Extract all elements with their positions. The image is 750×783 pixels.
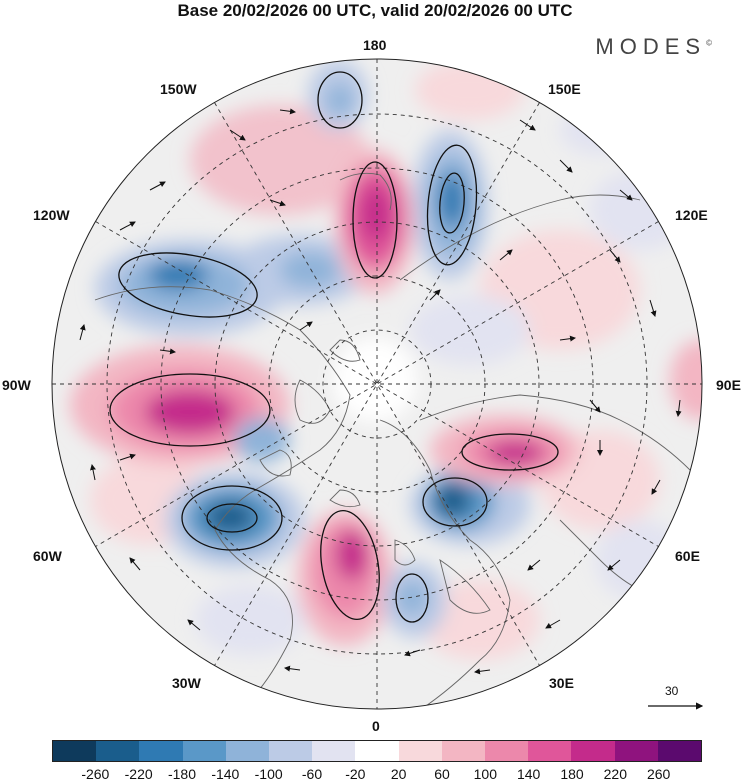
label-120w: 120W <box>33 207 70 223</box>
label-150e: 150E <box>548 81 581 97</box>
label-180: 180 <box>363 37 387 53</box>
colorbar-tick-label: -220 <box>124 766 153 782</box>
streamlines <box>109 71 559 623</box>
colorbar-tick-label: 140 <box>516 766 541 782</box>
colorbar-tick-label: 60 <box>434 766 450 782</box>
label-0: 0 <box>372 718 380 734</box>
colorbar-tick-label: -140 <box>211 766 240 782</box>
colorbar-swatch <box>614 741 658 761</box>
colorbar-swatch <box>657 741 702 761</box>
colorbar-swatch <box>571 741 615 761</box>
colorbar-tick-label: 260 <box>646 766 671 782</box>
wind-vectors <box>79 108 682 675</box>
label-60e: 60E <box>675 548 700 564</box>
colorbar-swatch <box>485 741 529 761</box>
coastlines <box>94 172 691 709</box>
colorbar-swatch <box>355 741 399 761</box>
modes-logo: MODES© <box>595 34 712 60</box>
colorbar-tick-label: 180 <box>560 766 584 782</box>
label-30e: 30E <box>549 675 574 691</box>
colorbar-swatch <box>182 741 226 761</box>
reference-vector-label: 30 <box>665 684 679 698</box>
colorbar-ticks: -260 -220 -180 -140 -100 -60 -20 20 60 100 140 180 2… <box>52 766 702 782</box>
colorbar-swatch <box>528 741 572 761</box>
colorbar-swatch <box>225 741 270 761</box>
colorbar-tick-label: 20 <box>390 766 407 782</box>
brand-mark: © <box>706 38 712 48</box>
label-90e: 90E <box>716 377 741 393</box>
graticule <box>52 59 702 709</box>
label-90w: 90W <box>2 377 31 393</box>
colorbar-swatch <box>53 741 97 761</box>
colorbar-swatch <box>312 741 356 761</box>
colorbar-swatch <box>139 741 183 761</box>
label-60w: 60W <box>33 548 62 564</box>
colorbar-tick-label: 100 <box>473 766 498 782</box>
brand-text: MODES <box>595 34 707 59</box>
label-150w: 150W <box>160 81 197 97</box>
label-30w: 30W <box>172 675 201 691</box>
colorbar-swatch <box>441 741 486 761</box>
colorbar-tick-label: -20 <box>345 766 366 782</box>
map-title: Base 20/02/2026 00 UTC, valid 20/02/2026… <box>177 1 573 20</box>
colorbar-swatch <box>269 741 313 761</box>
colorbar-swatch <box>398 741 442 761</box>
colorbar-tick-label: -260 <box>81 766 110 782</box>
anomaly-field <box>70 60 702 660</box>
colorbar-tick-label: 220 <box>603 766 628 782</box>
label-120e: 120E <box>675 207 708 223</box>
map-border <box>51 58 703 710</box>
colorbar-tick-label: -60 <box>301 766 323 782</box>
colorbar-tick-label: -100 <box>254 766 283 782</box>
colorbar <box>52 740 702 762</box>
colorbar-tick-label: -180 <box>167 766 197 782</box>
colorbar-swatch <box>96 741 140 761</box>
